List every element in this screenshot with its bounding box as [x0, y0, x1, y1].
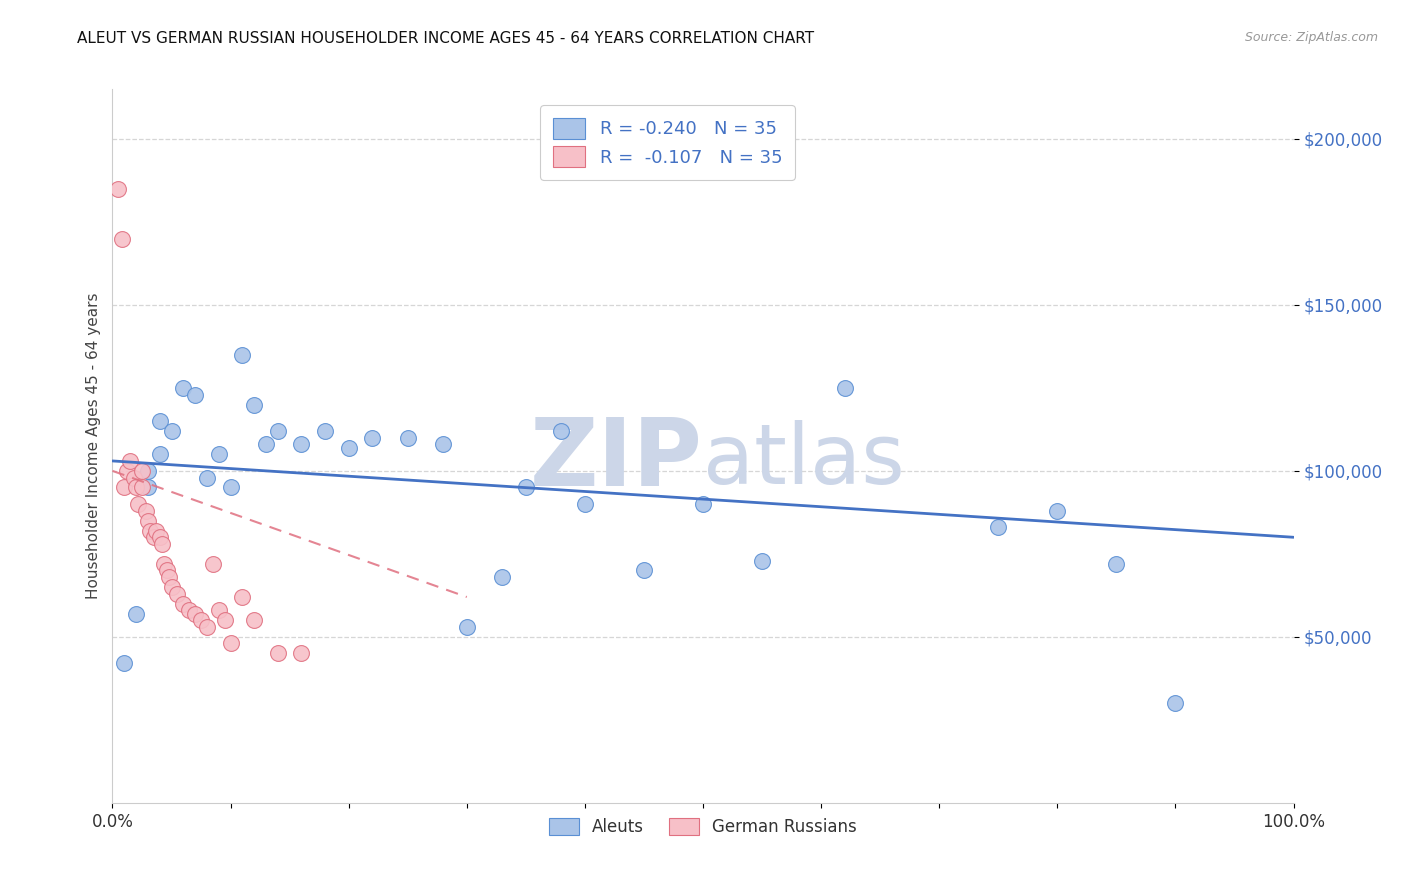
Point	[254, 437, 277, 451]
Point	[112, 481, 135, 495]
Point	[290, 437, 312, 451]
Point	[145, 524, 167, 538]
Point	[131, 464, 153, 478]
Point	[751, 553, 773, 567]
Point	[574, 497, 596, 511]
Point	[834, 381, 856, 395]
Point	[150, 537, 173, 551]
Point	[136, 514, 159, 528]
Point	[195, 470, 218, 484]
Point	[396, 431, 419, 445]
Point	[231, 348, 253, 362]
Point	[208, 603, 231, 617]
Point	[987, 520, 1010, 534]
Point	[195, 620, 218, 634]
Point	[136, 464, 159, 478]
Point	[172, 597, 194, 611]
Point	[142, 530, 165, 544]
Point	[153, 557, 176, 571]
Point	[160, 424, 183, 438]
Point	[179, 603, 201, 617]
Point	[131, 481, 153, 495]
Text: ZIP: ZIP	[530, 414, 703, 507]
Text: atlas: atlas	[703, 420, 904, 500]
Point	[214, 613, 236, 627]
Point	[550, 424, 572, 438]
Point	[172, 381, 194, 395]
Y-axis label: Householder Income Ages 45 - 64 years: Householder Income Ages 45 - 64 years	[86, 293, 101, 599]
Point	[184, 387, 207, 401]
Point	[125, 607, 148, 621]
Point	[136, 481, 159, 495]
Point	[139, 524, 162, 538]
Point	[166, 587, 188, 601]
Point	[107, 182, 129, 196]
Legend: Aleuts, German Russians: Aleuts, German Russians	[540, 810, 866, 845]
Point	[219, 481, 242, 495]
Point	[208, 447, 231, 461]
Point	[135, 504, 157, 518]
Point	[243, 397, 266, 411]
Point	[219, 636, 242, 650]
Point	[361, 431, 384, 445]
Point	[201, 557, 224, 571]
Point	[112, 657, 135, 671]
Point	[432, 437, 454, 451]
Point	[1046, 504, 1069, 518]
Point	[115, 464, 138, 478]
Point	[1164, 696, 1187, 710]
Point	[149, 530, 172, 544]
Point	[111, 231, 134, 245]
Point	[149, 447, 172, 461]
Point	[267, 647, 290, 661]
Point	[491, 570, 513, 584]
Point	[149, 414, 172, 428]
Point	[515, 481, 537, 495]
Point	[633, 564, 655, 578]
Point	[314, 424, 336, 438]
Text: ALEUT VS GERMAN RUSSIAN HOUSEHOLDER INCOME AGES 45 - 64 YEARS CORRELATION CHART: ALEUT VS GERMAN RUSSIAN HOUSEHOLDER INCO…	[77, 31, 814, 46]
Point	[692, 497, 714, 511]
Point	[157, 570, 180, 584]
Point	[231, 590, 253, 604]
Point	[290, 647, 312, 661]
Point	[190, 613, 212, 627]
Point	[120, 454, 142, 468]
Point	[156, 564, 179, 578]
Point	[456, 620, 478, 634]
Point	[160, 580, 183, 594]
Point	[1105, 557, 1128, 571]
Point	[267, 424, 290, 438]
Text: Source: ZipAtlas.com: Source: ZipAtlas.com	[1244, 31, 1378, 45]
Point	[125, 481, 148, 495]
Point	[127, 497, 149, 511]
Point	[122, 470, 145, 484]
Point	[337, 441, 360, 455]
Point	[184, 607, 207, 621]
Point	[243, 613, 266, 627]
